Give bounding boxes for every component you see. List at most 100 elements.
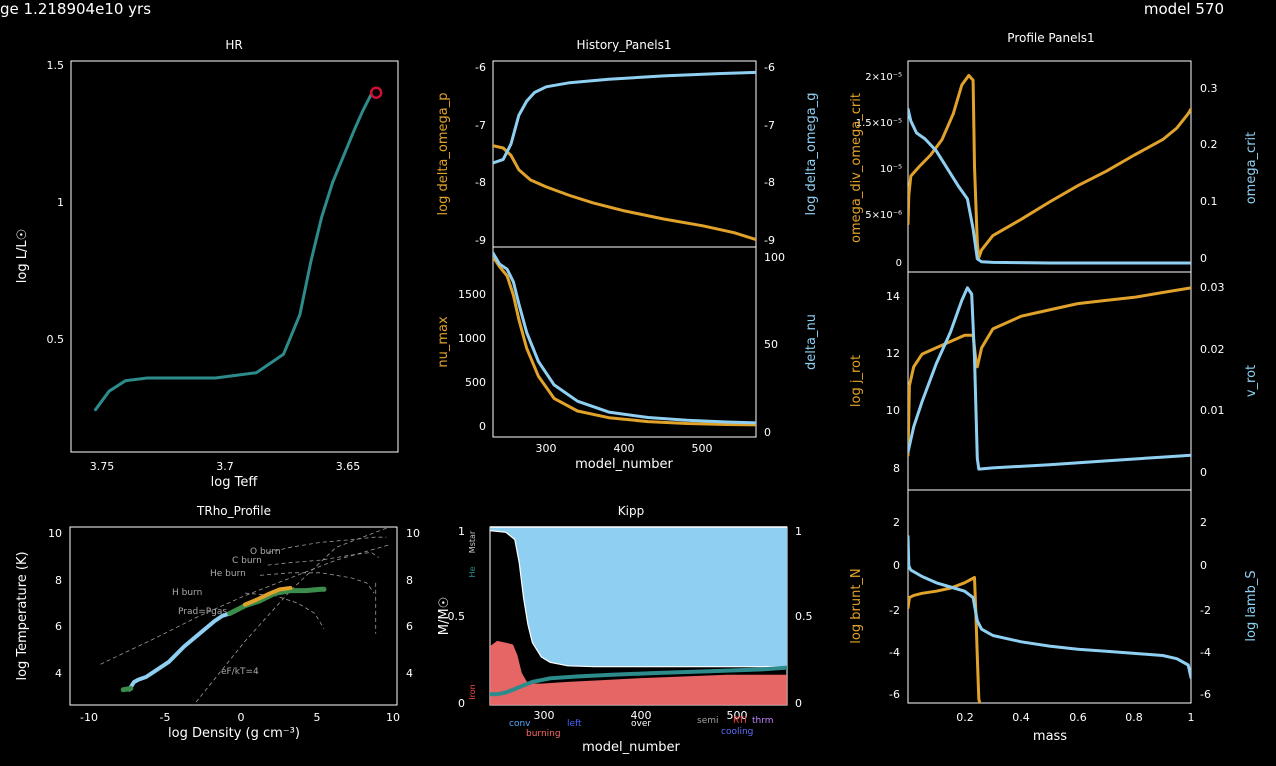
history-title: History_Panels1 (577, 38, 672, 52)
kipp-ytick-label: 0.5 (448, 610, 466, 623)
kipp-ylabel: M/M☉ (437, 597, 452, 635)
kipp-ytick-label: 1 (458, 525, 465, 538)
trho-ytick-label: 4 (55, 667, 62, 680)
history-bottom-left-label: nu_max (436, 316, 451, 368)
profile-top-left-label: omega_div_omega_crit (849, 93, 864, 243)
kipp-legend-item: left (567, 719, 582, 729)
hr-ytick-label: 0.5 (47, 333, 65, 346)
history-bottom-right-label: delta_nu (804, 314, 819, 370)
trho-right-tick: 8 (406, 574, 413, 587)
trho-annotation: eF/kT=4 (221, 667, 259, 677)
history-xtick-label: 300 (536, 442, 557, 455)
profile-bottom-left-tick: -2 (889, 604, 900, 617)
hr-xtick-label: 3.65 (336, 460, 361, 473)
kipp-he-core-line (490, 665, 787, 697)
history-bottom-right-tick: 50 (764, 338, 778, 351)
trho-frame (69, 526, 398, 706)
profile-middle-left-tick: 14 (886, 290, 900, 303)
history-top-left-tick: -8 (475, 176, 486, 189)
profile-middle-right-tick: 0.01 (1200, 404, 1225, 417)
trho-xtick-label: 0 (238, 711, 245, 724)
hr-current-model-marker (369, 86, 383, 99)
history-bottom-right-tick: 100 (764, 251, 785, 264)
kipp-legend-item: semi (697, 716, 719, 726)
profile-xtick-label: 0.4 (1012, 711, 1030, 724)
hr-xtick-label: 3.7 (216, 460, 234, 473)
trho-xlabel: log Density (g cm⁻³) (168, 726, 300, 741)
trho-ytick-label: 6 (55, 620, 62, 633)
hr-frame (70, 60, 399, 453)
hr-ylabel: log L/L☉ (15, 229, 30, 283)
history-xtick-label: 400 (614, 442, 635, 455)
history-bottom-left-tick: 1000 (458, 332, 486, 345)
trho-ytick-label: 10 (48, 527, 62, 540)
profile-bottom-right-tick: 2 (1200, 516, 1207, 529)
hr-ytick-label: 1.5 (47, 59, 65, 72)
profile-bottom-right-tick: 0 (1200, 559, 1207, 572)
trho-right-tick: 10 (406, 527, 420, 540)
profile-top-right-tick: 0.2 (1200, 138, 1218, 151)
trho-xtick-label: 10 (386, 711, 400, 724)
kipp-side-label: He (468, 566, 477, 577)
prof-top-series-line (908, 107, 1191, 265)
prof-mid-series-line (908, 286, 1191, 471)
kipp-legend-item: over (631, 719, 651, 729)
history-top-left-tick: -9 (475, 234, 486, 247)
kipp-legend-item: RTI (733, 716, 747, 726)
kipp-xlabel: model_number (582, 740, 680, 755)
history-top-left-label: log delta_omega_p (436, 93, 451, 216)
prof-bot-series-line (908, 534, 1191, 680)
prof-bot-series-line (908, 576, 982, 703)
profile-xtick-label: 1 (1188, 711, 1195, 724)
profile-xtick-label: 0.2 (956, 711, 974, 724)
history-xtick-label: 500 (692, 442, 713, 455)
history-bottom-left-tick: 500 (465, 376, 486, 389)
age-readout: ge 1.218904e10 yrs (0, 0, 152, 18)
trho-title: TRho_Profile (196, 504, 271, 518)
profile-bottom-right-tick: -4 (1200, 646, 1211, 659)
profile-top-right-tick: 0.3 (1200, 82, 1218, 95)
profile-title: Profile Panels1 (1007, 31, 1094, 45)
hr-title: HR (225, 38, 242, 52)
profile-bottom-right-tick: -2 (1200, 604, 1211, 617)
profile-bottom-left-tick: 0 (893, 559, 900, 572)
profile-top-frame (907, 60, 1192, 273)
trho-xtick-label: 5 (314, 711, 321, 724)
trho-series-line (227, 586, 327, 616)
profile-top-left-tick: 2×10⁻⁵ (865, 72, 902, 83)
kipp-legend-item: thrm (752, 716, 774, 726)
kipp-side-label: Mstar (468, 530, 477, 553)
history-top-right-tick: -8 (764, 176, 775, 189)
profile-xtick-label: 0.6 (1069, 711, 1087, 724)
hr-xtick-label: 3.75 (90, 460, 115, 473)
kipp-title: Kipp (618, 504, 644, 518)
profile-bottom-left-label: log brunt_N (849, 568, 864, 643)
profile-bottom-right-label: log lamb_S (1244, 570, 1259, 641)
trho-guide-line (267, 536, 387, 553)
kipp-legend-item: cooling (721, 727, 753, 737)
profile-xtick-label: 0.8 (1125, 711, 1143, 724)
history-top-right-tick: -9 (764, 234, 775, 247)
hr-ytick-label: 1 (57, 196, 64, 209)
kipp-right-tick: 0.5 (795, 610, 813, 623)
profile-top-left-tick: 10⁻⁵ (880, 164, 902, 175)
kipp-xtick-label: 300 (534, 709, 555, 722)
profile-bottom-left-tick: -4 (889, 646, 900, 659)
history-top-right-tick: -6 (764, 61, 775, 74)
hist-bottom-series-line (493, 251, 756, 425)
profile-bottom-left-tick: -6 (889, 688, 900, 701)
profile-top-left-tick: 0 (896, 258, 902, 269)
trho-annotation: O burn (250, 547, 281, 557)
trho-annotation: H burn (172, 588, 202, 598)
prof-top-series-line (908, 73, 1191, 260)
history-bottom-frame (492, 246, 757, 438)
prof-mid-series-line (908, 286, 1191, 457)
history-top-right-label: log delta_omega_g (804, 93, 819, 216)
kipp-ytick-label: 0 (458, 697, 465, 710)
history-top-frame (492, 60, 757, 248)
profile-bottom-right-tick: -6 (1200, 688, 1211, 701)
profile-top-left-tick: 1.5×10⁻⁵ (856, 118, 902, 129)
profile-top-left-tick: 5×10⁻⁶ (865, 210, 902, 221)
history-bottom-right-tick: 0 (764, 426, 771, 439)
profile-middle-left-tick: 8 (893, 462, 900, 475)
